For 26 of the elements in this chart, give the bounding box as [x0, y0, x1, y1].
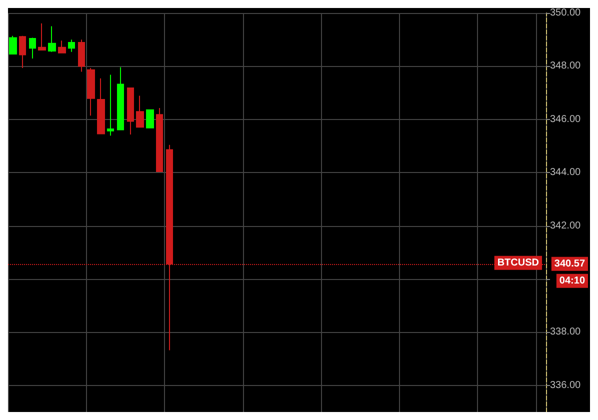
candlestick	[146, 109, 154, 128]
candlestick	[127, 88, 134, 136]
candlestick	[68, 39, 75, 52]
y-tick-label: 346.00	[550, 114, 582, 125]
y-tick-label: 342.00	[550, 220, 582, 232]
y-tick-label: 348.00	[550, 60, 582, 72]
candlestick	[156, 107, 163, 172]
text: 04:10	[559, 275, 586, 286]
ref-line-label: BTCUSD	[497, 257, 539, 268]
candlestick	[48, 26, 56, 52]
candlestick	[9, 35, 17, 54]
y-tick-label: 344.00	[550, 167, 582, 178]
candlestick	[19, 35, 26, 69]
y-tick-label: 338.00	[550, 326, 582, 338]
text: 340.57	[554, 258, 586, 270]
candlestick	[58, 40, 66, 54]
y-tick-label: 350.00	[550, 8, 582, 18]
candlestick	[87, 68, 95, 116]
candlestick	[38, 22, 46, 50]
candlestick	[117, 66, 124, 130]
candlestick	[97, 78, 105, 134]
candlestick	[78, 39, 85, 72]
candlestick	[136, 95, 144, 128]
candlestick	[107, 74, 114, 136]
candlestick	[29, 37, 36, 59]
y-tick-label: 336.00	[550, 380, 582, 391]
